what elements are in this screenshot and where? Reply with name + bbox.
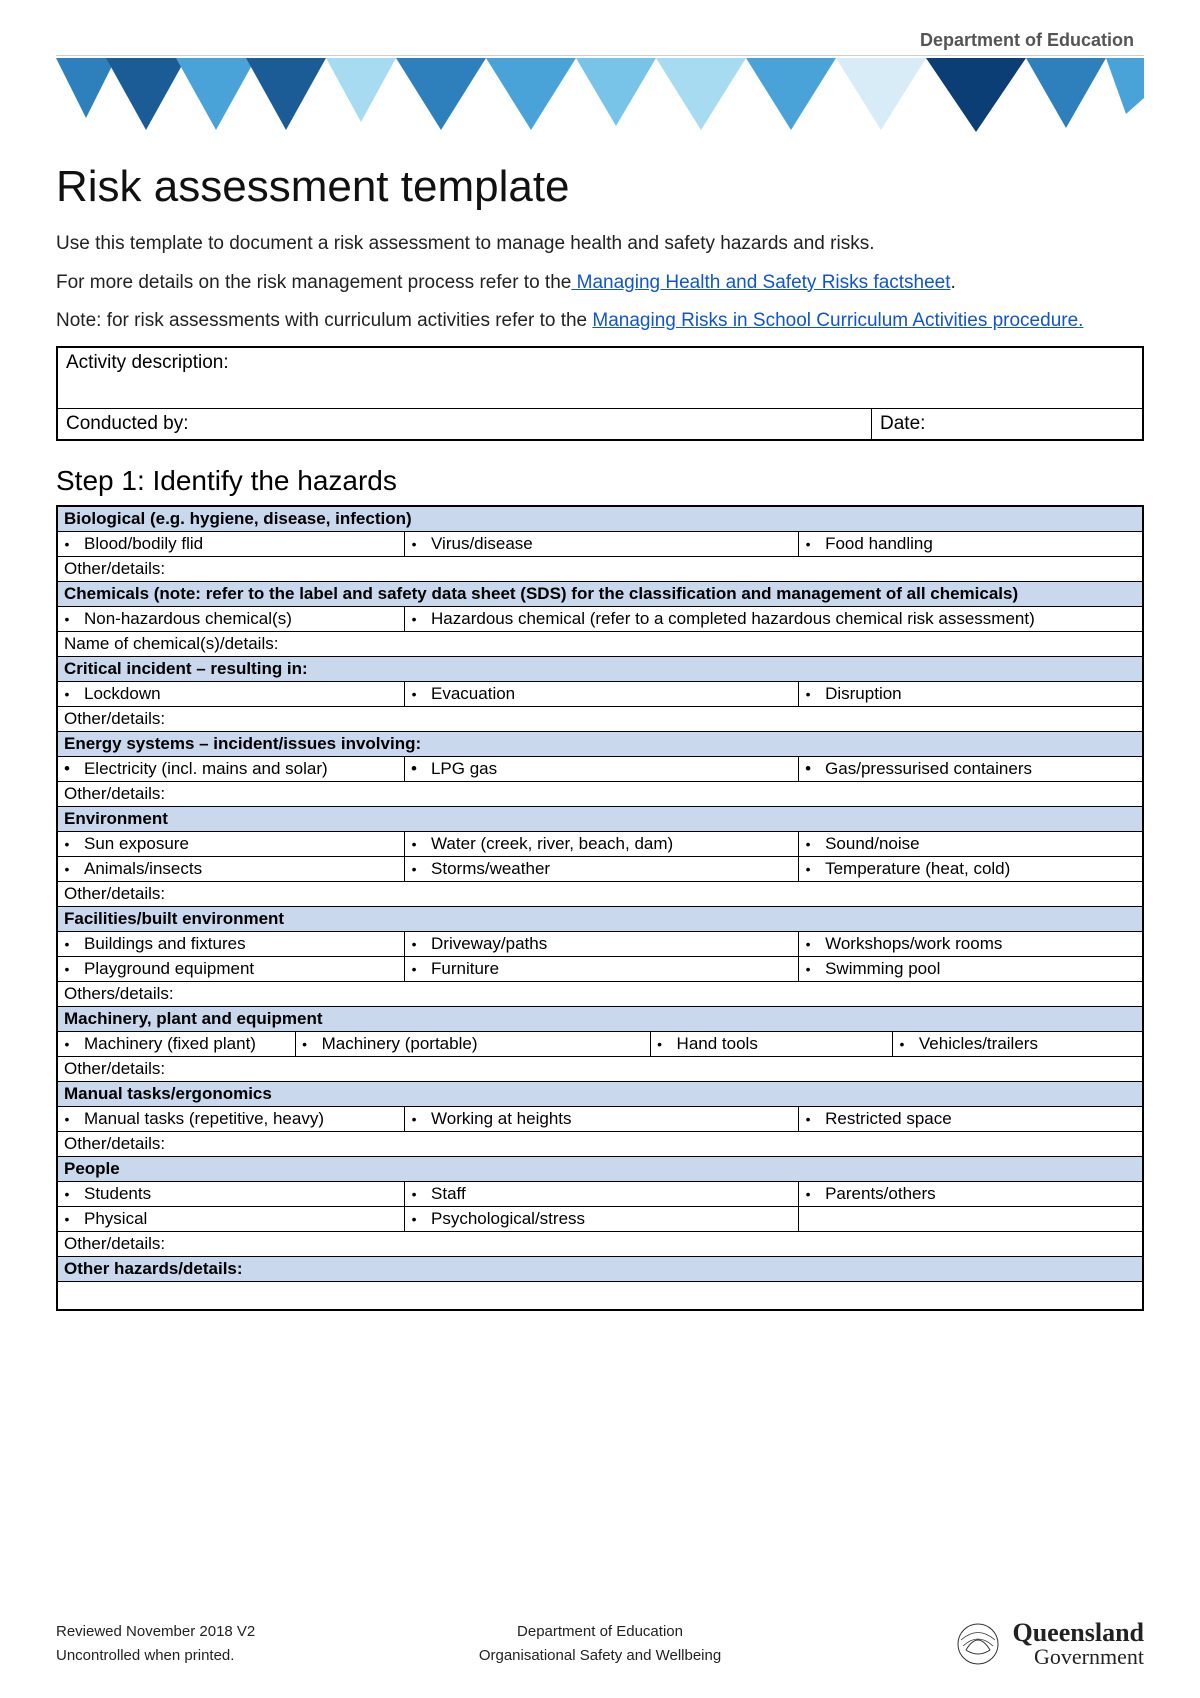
hazard-item[interactable]: •Staff — [405, 1182, 799, 1207]
other-details-cell[interactable]: Other/details: — [57, 1057, 1143, 1082]
hazard-item[interactable]: •Workshops/work rooms — [799, 932, 1143, 957]
hazard-item[interactable]: •Sun exposure — [57, 832, 405, 857]
other-details-cell[interactable]: Other/details: — [57, 1132, 1143, 1157]
hazard-item[interactable]: •Machinery (fixed plant) — [57, 1032, 295, 1057]
hazard-item[interactable]: •Storms/weather — [405, 857, 799, 882]
hazard-item[interactable]: •Playground equipment — [57, 957, 405, 982]
intro-p2: For more details on the risk management … — [56, 269, 1144, 298]
other-details-cell[interactable]: Other/details: — [57, 557, 1143, 582]
chemical-name-cell[interactable]: Name of chemical(s)/details: — [57, 632, 1143, 657]
date-cell[interactable]: Date: — [872, 409, 1144, 441]
hazard-item[interactable]: •Furniture — [405, 957, 799, 982]
others-details-cell[interactable]: Others/details: — [57, 982, 1143, 1007]
footer-reviewed: Reviewed November 2018 V2 — [56, 1620, 255, 1644]
hazard-item[interactable]: •Evacuation — [405, 682, 799, 707]
hazard-item[interactable]: •Driveway/paths — [405, 932, 799, 957]
procedure-link[interactable]: Managing Risks in School Curriculum Acti… — [592, 310, 1083, 331]
other-details-cell[interactable]: Other/details: — [57, 707, 1143, 732]
energy-header: Energy systems – incident/issues involvi… — [57, 732, 1143, 757]
machinery-header: Machinery, plant and equipment — [57, 1007, 1143, 1032]
hazard-item[interactable]: •Students — [57, 1182, 405, 1207]
hazard-item[interactable]: •Restricted space — [799, 1107, 1143, 1132]
footer-uncontrolled: Uncontrolled when printed. — [56, 1644, 255, 1668]
facilities-header: Facilities/built environment — [57, 907, 1143, 932]
hazard-item[interactable]: •Vehicles/trailers — [892, 1032, 1143, 1057]
hazard-item[interactable]: •Disruption — [799, 682, 1143, 707]
environment-header: Environment — [57, 807, 1143, 832]
page-title: Risk assessment template — [56, 162, 1144, 212]
factsheet-link[interactable]: Managing Health and Safety Risks factshe… — [571, 272, 950, 293]
intro-p3: Note: for risk assessments with curricul… — [56, 307, 1144, 336]
hazard-item[interactable]: •Hand tools — [650, 1032, 892, 1057]
hazard-item[interactable]: •Animals/insects — [57, 857, 405, 882]
conducted-by-cell[interactable]: Conducted by: — [57, 409, 872, 441]
hazard-item[interactable]: •Non-hazardous chemical(s) — [57, 607, 405, 632]
hazard-item[interactable]: •Swimming pool — [799, 957, 1143, 982]
biological-header: Biological (e.g. hygiene, disease, infec… — [57, 506, 1143, 532]
hazard-item[interactable]: •Buildings and fixtures — [57, 932, 405, 957]
hazard-item[interactable]: •Temperature (heat, cold) — [799, 857, 1143, 882]
hazard-item[interactable]: •Manual tasks (repetitive, heavy) — [57, 1107, 405, 1132]
hazard-item-empty — [799, 1207, 1143, 1232]
other-details-cell[interactable]: Other/details: — [57, 1232, 1143, 1257]
hazard-item[interactable]: •Working at heights — [405, 1107, 799, 1132]
hazards-table: Biological (e.g. hygiene, disease, infec… — [56, 505, 1144, 1311]
banner-graphic — [56, 58, 1144, 138]
footer-dept: Department of Education — [479, 1620, 721, 1644]
intro-text: Use this template to document a risk ass… — [56, 230, 1144, 336]
hazard-item[interactable]: •LPG gas — [405, 757, 799, 782]
hazard-item[interactable]: •Food handling — [799, 532, 1143, 557]
department-header: Department of Education — [56, 20, 1144, 56]
other-hazards-cell[interactable] — [57, 1282, 1143, 1310]
hazard-item[interactable]: •Machinery (portable) — [295, 1032, 650, 1057]
step1-title: Step 1: Identify the hazards — [56, 465, 1144, 497]
other-details-cell[interactable]: Other/details: — [57, 782, 1143, 807]
intro-p1: Use this template to document a risk ass… — [56, 230, 1144, 259]
hazard-item[interactable]: •Hazardous chemical (refer to a complete… — [405, 607, 1143, 632]
activity-description-cell[interactable]: Activity description: — [57, 347, 1143, 409]
hazard-item[interactable]: •Lockdown — [57, 682, 405, 707]
other-hazards-header: Other hazards/details: — [57, 1257, 1143, 1282]
critical-header: Critical incident – resulting in: — [57, 657, 1143, 682]
hazard-item[interactable]: •Blood/bodily flid — [57, 532, 405, 557]
queensland-gov-logo: Queensland Government — [951, 1620, 1145, 1668]
hazard-item[interactable]: •Virus/disease — [405, 532, 799, 557]
manual-header: Manual tasks/ergonomics — [57, 1082, 1143, 1107]
footer-org: Organisational Safety and Wellbeing — [479, 1644, 721, 1668]
hazard-item[interactable]: •Physical — [57, 1207, 405, 1232]
page-footer: Reviewed November 2018 V2 Uncontrolled w… — [56, 1620, 1144, 1668]
chemicals-header: Chemicals (note: refer to the label and … — [57, 582, 1143, 607]
hazard-item[interactable]: •Psychological/stress — [405, 1207, 799, 1232]
hazard-item[interactable]: •Gas/pressurised containers — [799, 757, 1143, 782]
hazard-item[interactable]: •Water (creek, river, beach, dam) — [405, 832, 799, 857]
people-header: People — [57, 1157, 1143, 1182]
hazard-item[interactable]: •Parents/others — [799, 1182, 1143, 1207]
hazard-item[interactable]: •Electricity (incl. mains and solar) — [57, 757, 405, 782]
hazard-item[interactable]: •Sound/noise — [799, 832, 1143, 857]
other-details-cell[interactable]: Other/details: — [57, 882, 1143, 907]
qld-text-2: Government — [1013, 1646, 1145, 1668]
qld-text-1: Queensland — [1013, 1620, 1145, 1646]
info-table: Activity description: Conducted by: Date… — [56, 346, 1144, 442]
